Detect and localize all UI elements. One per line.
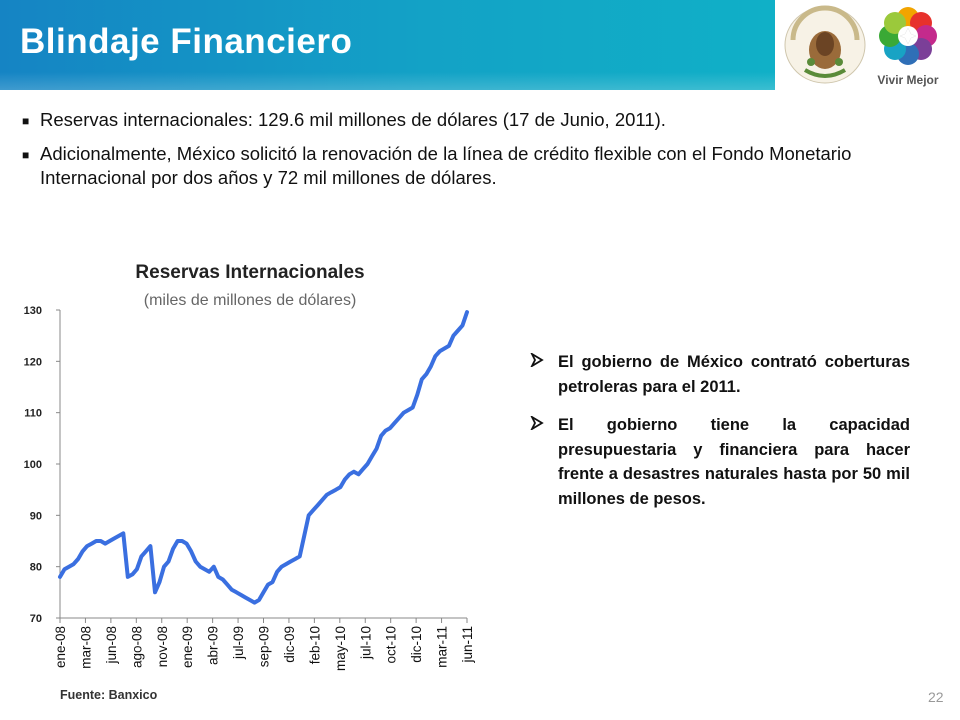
y-tick-label: 70 [30,613,42,625]
side-bullet-item: El gobierno tiene la capacidad presupues… [529,413,910,511]
slide-title: Blindaje Financiero [20,22,353,61]
y-tick-label: 80 [30,562,42,574]
side-bullet-item: El gobierno de México contrató cobertura… [529,350,910,399]
arrowhead-bullet-icon [529,413,558,511]
bullet-text: Adicionalmente, México solicitó la renov… [40,143,852,188]
x-tick-label: may-10 [333,626,348,671]
top-bullets: ■ Reservas internacionales: 129.6 mil mi… [22,108,872,199]
reserves-line-chart: 70 80 90 100 110 120 130 ene-08 mar-08 jun-08 ago-… [24,305,475,671]
side-bullets: El gobierno de México contrató cobertura… [529,350,910,525]
x-tick-label: feb-10 [307,626,322,664]
y-tick-label: 120 [24,356,42,368]
title-bar: Blindaje Financiero [0,0,775,90]
logo-area: Vivir Mejor [775,0,960,90]
chart-subtitle: (miles de millones de dólares) [143,292,357,309]
side-bullet-text: El gobierno de México contrató cobertura… [558,353,910,396]
x-tick-label: jul-10 [358,626,373,660]
vivir-mejor-label: Vivir Mejor [877,73,938,87]
x-tick-label: jul-09 [231,626,246,660]
source-note: Fuente: Banxico [60,688,158,702]
x-tick-label: ago-08 [129,626,144,668]
square-bullet-icon: ■ [22,114,30,128]
x-tick-label: oct-10 [384,626,399,664]
side-bullet-text: El gobierno tiene la capacidad presupues… [558,416,910,508]
arrowhead-bullet-icon [529,350,558,399]
x-tick-label: ene-09 [180,626,195,668]
bullet-item: ■ Reservas internacionales: 129.6 mil mi… [22,108,872,133]
x-tick-label: dic-09 [282,626,297,663]
x-tick-label: jun-08 [104,626,119,665]
reserves-series-line [58,310,469,605]
page-number: 22 [928,689,944,705]
bullet-item: ■ Adicionalmente, México solicitó la ren… [22,142,872,190]
y-tick-label: 100 [24,459,42,471]
x-tick-label: sep-09 [257,626,272,667]
bullet-text: Reservas internacionales: 129.6 mil mill… [40,109,666,130]
x-tick-label: dic-10 [409,626,424,663]
x-tick-label: mar-08 [78,626,93,669]
y-tick-label: 90 [30,510,42,522]
x-tick-label: mar-11 [435,626,450,668]
y-tick-label: 110 [24,408,42,420]
mexico-coat-of-arms-icon [784,5,866,84]
x-tick-label: abr-09 [206,626,221,665]
x-tick-label: nov-08 [155,626,170,667]
x-tick-label: ene-08 [53,626,68,668]
y-tick-label: 130 [24,305,42,317]
vivir-mejor-logo-icon [879,7,937,65]
x-tick-label: jun-11 [460,626,475,664]
square-bullet-icon: ■ [22,148,30,162]
chart-title: Reservas Internacionales [135,262,365,283]
